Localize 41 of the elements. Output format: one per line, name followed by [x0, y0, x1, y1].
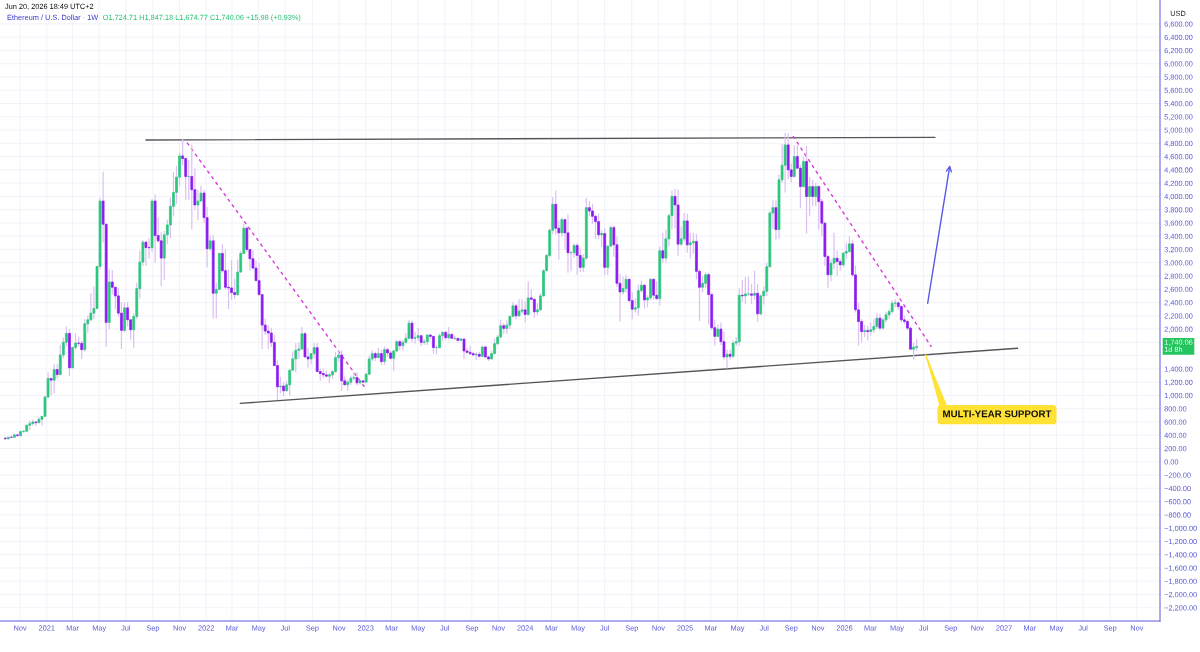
candlestick — [740, 279, 744, 303]
candlestick — [126, 301, 129, 328]
candlestick — [682, 212, 686, 243]
candlestick — [432, 335, 435, 355]
candlestick — [19, 429, 22, 438]
candlestick — [410, 319, 414, 343]
candlestick — [661, 232, 665, 264]
candlestick — [692, 232, 695, 255]
candlestick — [144, 240, 148, 267]
candlestick — [282, 381, 285, 397]
candlestick — [814, 182, 818, 207]
candlestick — [523, 300, 527, 324]
candlestick — [386, 347, 389, 358]
candlestick — [110, 269, 114, 296]
candlestick — [407, 319, 411, 340]
candlestick — [352, 371, 356, 381]
candlestick — [744, 276, 747, 305]
candlestick — [49, 376, 53, 397]
candlestick — [13, 433, 16, 439]
candlestick — [566, 213, 570, 274]
candlestick — [484, 345, 487, 359]
candlestick — [701, 275, 704, 294]
candlestick — [328, 372, 331, 384]
candlestick — [190, 144, 194, 231]
candlestick — [383, 345, 386, 366]
candlestick — [747, 276, 750, 297]
candlestick — [389, 350, 392, 361]
candlestick — [643, 283, 646, 310]
candlestick — [792, 144, 796, 179]
candlestick — [416, 327, 420, 342]
candlestick — [380, 349, 383, 366]
candlestick — [811, 179, 815, 207]
candlestick — [68, 328, 71, 377]
candlestick — [808, 176, 811, 217]
candlestick — [520, 298, 524, 315]
candlestick — [805, 145, 808, 235]
candlestick — [912, 342, 915, 361]
candlestick — [688, 232, 692, 260]
annotation: MULTI-YEAR SUPPORT — [943, 410, 1052, 418]
candlestick — [753, 270, 756, 301]
candlestick — [279, 376, 282, 395]
